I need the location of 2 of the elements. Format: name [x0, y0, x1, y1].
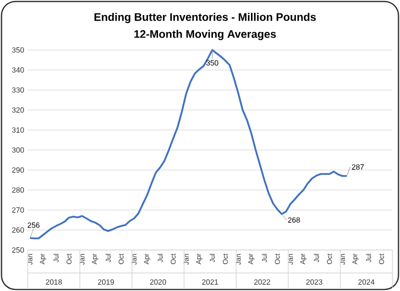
- chart-subtitle: 12-Month Moving Averages: [134, 30, 276, 40]
- chart-title: Ending Butter Inventories - Million Pounds: [94, 12, 316, 24]
